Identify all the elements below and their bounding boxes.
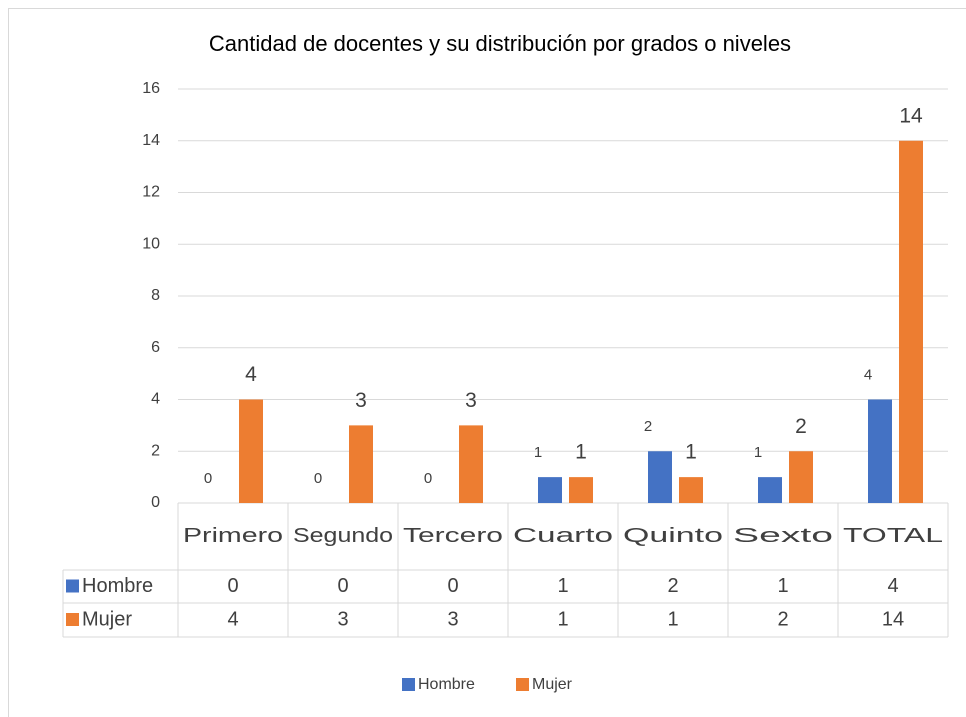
bar — [538, 477, 562, 503]
data-label: 0 — [204, 470, 212, 487]
y-tick-label: 10 — [142, 235, 160, 252]
data-label: 0 — [314, 470, 322, 487]
table-cell: 1 — [667, 608, 678, 630]
legend-label: Mujer — [532, 676, 573, 693]
x-tick-label: Cuarto — [513, 525, 613, 547]
legend-label: Hombre — [418, 676, 475, 693]
table-cell: 1 — [557, 575, 568, 597]
table-cell: 0 — [337, 575, 348, 597]
legend-key — [516, 678, 529, 691]
table-series-name: Mujer — [82, 608, 132, 630]
table-cell: 0 — [227, 575, 238, 597]
bar — [569, 477, 593, 503]
table-legend-key — [66, 579, 79, 593]
table-cell: 4 — [887, 575, 898, 597]
data-label: 14 — [899, 104, 923, 127]
bar — [758, 477, 782, 503]
y-tick-label: 2 — [151, 442, 160, 459]
y-tick-label: 8 — [151, 287, 160, 304]
y-tick-label: 4 — [151, 391, 160, 408]
x-tick-label: TOTAL — [843, 525, 943, 547]
chart-border — [8, 8, 966, 717]
table-cell: 1 — [557, 608, 568, 630]
table-cell: 3 — [337, 608, 348, 630]
table-cell: 3 — [447, 608, 458, 630]
x-tick-label: Tercero — [403, 525, 503, 547]
table-cell: 4 — [227, 608, 238, 630]
data-label: 4 — [245, 363, 257, 386]
y-tick-label: 16 — [142, 80, 160, 97]
bar — [459, 425, 483, 503]
chart-title: Cantidad de docentes y su distribución p… — [209, 31, 791, 56]
table-cell: 2 — [777, 608, 788, 630]
x-tick-label: Primero — [183, 525, 283, 547]
y-tick-label: 6 — [151, 339, 160, 356]
table-cell: 2 — [667, 575, 678, 597]
data-label: 3 — [355, 389, 367, 412]
x-tick-label: Segundo — [293, 525, 393, 547]
bar — [239, 399, 263, 503]
data-label: 1 — [754, 444, 762, 461]
y-tick-label: 12 — [142, 184, 160, 201]
x-tick-label: Quinto — [623, 525, 723, 547]
bar — [349, 425, 373, 503]
data-label: 3 — [465, 389, 477, 412]
data-label: 1 — [575, 441, 587, 464]
bar — [868, 399, 892, 503]
data-label: 1 — [534, 444, 542, 461]
y-tick-label: 0 — [151, 494, 160, 511]
data-label: 2 — [795, 415, 807, 438]
data-label: 1 — [685, 441, 697, 464]
table-cell: 0 — [447, 575, 458, 597]
x-tick-label: Sexto — [733, 525, 833, 547]
table-cell: 14 — [882, 608, 904, 630]
data-label: 0 — [424, 470, 432, 487]
bar — [679, 477, 703, 503]
table-legend-key — [66, 613, 79, 626]
legend-key — [402, 678, 415, 691]
bar — [648, 451, 672, 503]
table-cell: 1 — [777, 575, 788, 597]
bar — [789, 451, 813, 503]
table-series-name: Hombre — [82, 575, 153, 597]
y-tick-label: 14 — [142, 132, 160, 149]
bar — [899, 140, 923, 503]
data-label: 4 — [864, 366, 872, 383]
data-label: 2 — [644, 418, 652, 435]
